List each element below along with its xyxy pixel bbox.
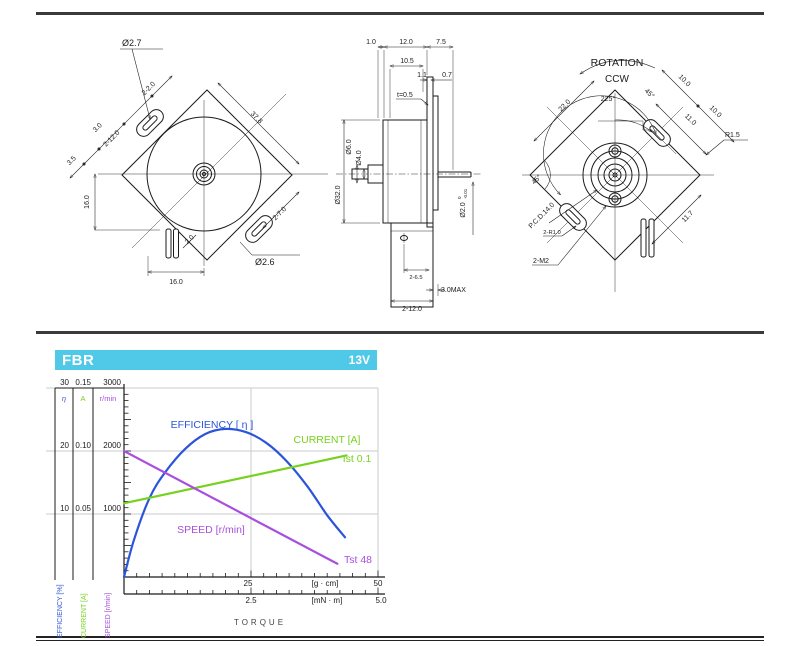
dim-3-0max: 3.0MAX [441, 287, 466, 294]
dim-2-6-5: 2-6.5 [409, 275, 422, 281]
dim-2-2-0: 2-2.0 [141, 81, 157, 97]
top-rule [36, 12, 764, 15]
dim-11-7: 11.7 [681, 210, 695, 224]
rear-view: ROTATION CCW 225° 45° 45° 22.0 10.0 10.0… [522, 57, 748, 292]
current-curve [122, 454, 348, 505]
angle-225: 225° [601, 95, 616, 103]
dim-1-0: 1.0 [366, 39, 376, 46]
performance-chart: 10 20 30 0.05 0.10 0.15 1000 2000 3000 η… [46, 378, 387, 638]
dim-dia-2-6: Ø2.6 [255, 257, 275, 267]
middle-rule [36, 331, 764, 334]
speed-curve-label: SPEED [r/min] [177, 524, 245, 536]
voltage-badge: 13V [348, 353, 370, 367]
dim-2-12-0-side: 2-12.0 [402, 306, 422, 313]
cur-axis-symbol: A [80, 394, 85, 403]
dim-tol-high: 0 [457, 196, 462, 199]
dim-3-0: 3.0 [92, 122, 104, 134]
eff-axis-symbol: η [62, 394, 66, 403]
eff-tick-10: 10 [60, 504, 69, 513]
x2-tick-5-0: 5.0 [375, 596, 387, 605]
spd-tick-2000: 2000 [103, 441, 121, 450]
angle-45: 45° [643, 87, 656, 100]
dim-16-0-left: 16.0 [84, 195, 91, 209]
bottom-rule-thin [36, 640, 764, 641]
dim-2-7-0: 2-7.0 [272, 206, 288, 222]
spd-tick-3000: 3000 [103, 378, 121, 387]
chart-title-bar: FBR 13V [55, 350, 377, 370]
spd-axis-symbol: r/min [100, 394, 117, 403]
dim-10-0-b: 10.0 [708, 105, 723, 120]
dim-11-0: 11.0 [683, 113, 697, 127]
rotation-label: ROTATION [591, 57, 644, 69]
dim-dia-2-7: Ø2.7 [122, 38, 142, 48]
x2-tick-2-5: 2.5 [245, 596, 257, 605]
eff-tick-20: 20 [60, 441, 69, 450]
x-axis-title: TORQUE [234, 618, 286, 627]
dim-0-7: 0.7 [442, 72, 452, 79]
dim-10-0-a: 10.0 [677, 74, 692, 89]
dim-pcd-14-0: P.C.D.14.0 [528, 202, 557, 231]
ccw-label: CCW [605, 74, 629, 85]
front-view: 3.5 3.0 2-12.0 2-2.0 Ø2.7 37.8 2-7.0 Ø2.… [66, 38, 328, 286]
dim-r1-5: R1.5 [725, 132, 740, 139]
dim-22-0: 22.0 [558, 99, 573, 114]
cur-tick-010: 0.10 [75, 441, 91, 450]
current-curve-label: CURRENT [A] [294, 434, 361, 446]
eff-tick-30: 30 [60, 378, 69, 387]
dim-t-0-5: t=0.5 [397, 92, 413, 99]
dim-dia-2-0: Ø2.0 [460, 202, 467, 217]
stall-torque-label: Tst 48 [344, 554, 372, 566]
dim-12-0: 12.0 [399, 39, 413, 46]
eff-axis-legend: EFFICIENCY [%] [57, 584, 64, 638]
dim-1-1: 1.1 [417, 72, 427, 79]
bottom-rule [36, 636, 764, 638]
dim-dia-4-0: Ø4.0 [356, 150, 363, 165]
cur-tick-005: 0.05 [75, 504, 91, 513]
spd-axis-legend: SPEED [r/min] [105, 593, 112, 638]
spd-tick-1000: 1000 [103, 504, 121, 513]
technical-drawings: 3.5 3.0 2-12.0 2-2.0 Ø2.7 37.8 2-7.0 Ø2.… [66, 38, 748, 313]
chart-axes-and-curves [46, 384, 385, 595]
x1-unit: [g · cm] [312, 579, 339, 588]
dim-tol-low: -0.01 [463, 188, 468, 199]
stall-current-label: Ist 0.1 [343, 453, 372, 465]
cur-axis-legend: CURRENT [A] [81, 593, 88, 638]
dim-3-5: 3.5 [66, 155, 78, 167]
cur-tick-015: 0.15 [75, 378, 91, 387]
dim-7-5: 7.5 [436, 39, 446, 46]
speed-curve [122, 449, 339, 565]
dim-10-5: 10.5 [400, 58, 414, 65]
dim-dia-6-0: Ø6.0 [346, 139, 353, 154]
dim-2-0: 2.0 [184, 234, 196, 246]
dim-16-0-bottom: 16.0 [169, 279, 183, 286]
dim-dia-32-0: Ø32.0 [335, 185, 342, 204]
x1-tick-50: 50 [374, 579, 383, 588]
dim-2-m2: 2-M2 [533, 258, 549, 265]
x2-unit: [mN · m] [312, 596, 343, 605]
model-name: FBR [62, 351, 95, 369]
efficiency-curve-label: EFFICIENCY [ η ] [171, 419, 254, 431]
x1-tick-25: 25 [244, 579, 253, 588]
dim-2-r1-0: 2-R1.0 [543, 230, 560, 236]
side-view: 1.0 12.0 7.5 10.5 1.1 0.7 t=0.5 Ø32.0 Ø6… [335, 39, 482, 313]
dim-37-8: 37.8 [249, 111, 264, 126]
dim-2-12-0: 2-12.0 [102, 129, 121, 148]
